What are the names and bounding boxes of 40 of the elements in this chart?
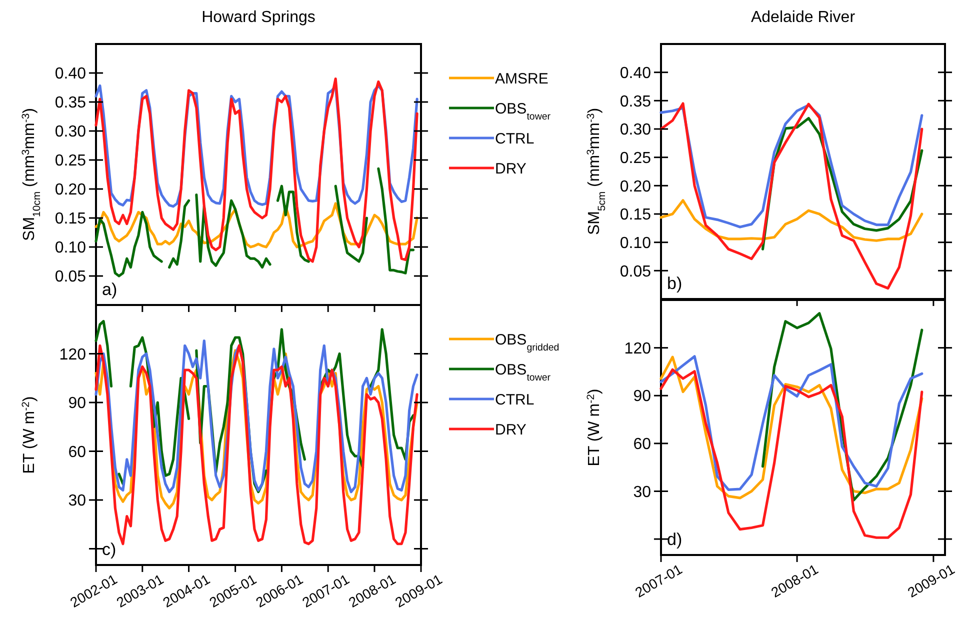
- y-tick-label: 0.15: [620, 206, 652, 224]
- annotation: a): [102, 280, 118, 299]
- y-tick-label: 30: [68, 492, 86, 510]
- legend-label: DRY: [495, 160, 526, 178]
- legend-label: AMSRE: [495, 70, 548, 88]
- annotation: c): [102, 540, 116, 559]
- legend-label: OBS$_{tower}$: [495, 361, 552, 383]
- y-tick-label: 30: [633, 484, 652, 501]
- y-tick-label: 0.35: [54, 94, 86, 112]
- line-series: [94, 78, 418, 263]
- line-series: [660, 199, 924, 242]
- y-tick-label: 0.40: [620, 64, 652, 82]
- y-tick-label: 0.25: [620, 150, 652, 167]
- legend-label: CTRL: [495, 130, 534, 148]
- legend-label: CTRL: [495, 391, 534, 408]
- y-tick-label: 90: [68, 395, 86, 412]
- y-tick-label: 120: [59, 346, 86, 364]
- y-tick-label: 0.05: [54, 268, 86, 286]
- y-tick-label: 120: [624, 340, 652, 358]
- y-tick-label: 0.20: [54, 182, 86, 199]
- y-tick-label: 0.25: [54, 152, 86, 170]
- y-tick-label: 0.05: [620, 263, 652, 280]
- legend-label: OBS$_{tower}$: [495, 100, 552, 122]
- annotation: b): [667, 274, 682, 293]
- y-tick-label: 90: [633, 388, 652, 406]
- y-tick-label: 60: [68, 444, 86, 461]
- y-tick-label: 0.15: [54, 210, 86, 228]
- chart-title: Adelaide River: [750, 9, 856, 26]
- y-tick-label: 0.10: [54, 240, 86, 257]
- y-tick-label: 60: [633, 436, 652, 454]
- y-tick-label: 0.35: [620, 93, 652, 110]
- y-tick-label: 0.40: [54, 66, 86, 83]
- y-tick-label: 0.20: [620, 178, 652, 196]
- annotation: d): [667, 530, 682, 549]
- y-tick-label: 0.10: [620, 234, 652, 252]
- y-tick-label: 0.30: [620, 122, 652, 139]
- legend-label: OBS$_{gridded}$: [495, 331, 560, 353]
- legend-label: DRY: [495, 421, 526, 438]
- y-tick-label: 0.30: [54, 124, 86, 141]
- chart-title: Howard Springs: [202, 9, 316, 26]
